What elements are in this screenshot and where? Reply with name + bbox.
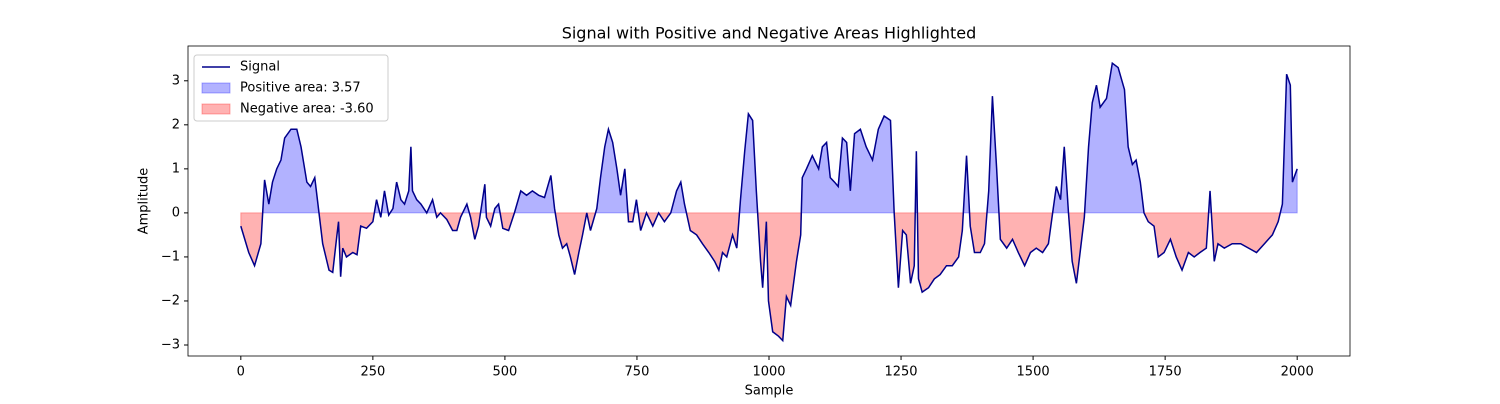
legend-label: Negative area: -3.60 [240, 102, 374, 117]
legend: Signal Positive area: 3.57 Negative area: … [193, 54, 389, 122]
x-tick-label: 1750 [1149, 365, 1182, 380]
chart-title: Signal with Positive and Negative Areas … [562, 24, 977, 43]
y-tick-label: 3 [172, 73, 180, 88]
x-tick-label: 1000 [752, 365, 785, 380]
legend-swatch [201, 103, 231, 115]
x-tick-label: 1500 [1017, 365, 1050, 380]
x-axis-label: Sample [745, 384, 794, 399]
y-tick-label: 1 [172, 161, 180, 176]
signal-line [240, 61, 1298, 343]
y-tick-label: 2 [172, 117, 180, 132]
y-tick-label: −1 [161, 249, 180, 264]
x-tick-label: 250 [360, 365, 385, 380]
y-axis-label: Amplitude [137, 168, 152, 235]
y-tick-label: −2 [161, 293, 180, 308]
x-tick-label: 750 [625, 365, 650, 380]
legend-swatch [201, 82, 231, 94]
x-tick-label: 1250 [884, 365, 917, 380]
y-tick-label: 0 [172, 205, 180, 220]
x-tick-label: 2000 [1281, 365, 1314, 380]
legend-label: Signal [240, 60, 280, 75]
y-tick-label: −3 [161, 337, 180, 352]
x-tick-label: 500 [492, 365, 517, 380]
legend-box [193, 54, 389, 122]
x-tick-label: 0 [237, 365, 245, 380]
legend-label: Positive area: 3.57 [240, 81, 361, 96]
